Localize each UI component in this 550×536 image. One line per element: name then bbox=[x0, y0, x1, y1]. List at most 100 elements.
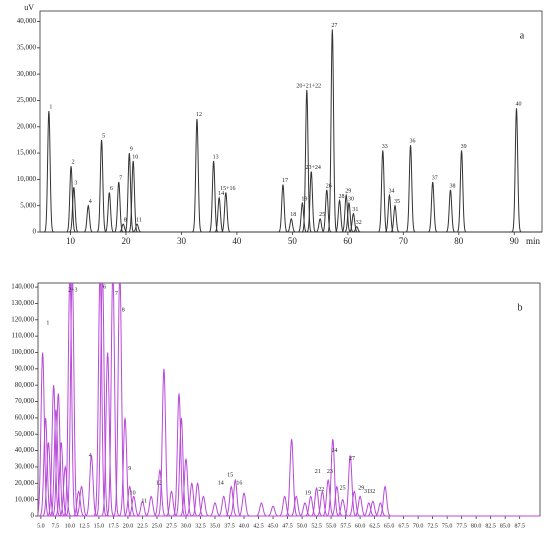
peak-label: 29 bbox=[358, 486, 364, 492]
peak bbox=[321, 189, 332, 233]
peak bbox=[132, 223, 142, 233]
peak-label: 22 bbox=[318, 487, 324, 493]
peak bbox=[153, 468, 167, 517]
peak bbox=[237, 492, 251, 517]
peak bbox=[172, 393, 186, 517]
peak bbox=[118, 417, 132, 517]
peak bbox=[343, 455, 357, 517]
peak bbox=[427, 181, 438, 233]
peak-label: 4 bbox=[89, 199, 92, 205]
y-tick-label: 20,000 bbox=[17, 122, 37, 130]
x-tick-label: 45.0 bbox=[268, 523, 279, 529]
peak bbox=[315, 490, 329, 517]
peak bbox=[351, 226, 362, 233]
x-tick-label: 72.5 bbox=[427, 523, 438, 529]
peak-label: 7 bbox=[115, 291, 118, 297]
peak bbox=[63, 283, 77, 517]
x-tick-label: 30.0 bbox=[181, 523, 192, 529]
x-tick-label: 32.5 bbox=[195, 523, 206, 529]
peak-label: 3 bbox=[74, 181, 77, 187]
trace bbox=[38, 283, 540, 517]
x-tick-label: 35.0 bbox=[210, 523, 221, 529]
peak bbox=[95, 283, 110, 517]
peak bbox=[301, 89, 312, 233]
peak-label: 21 bbox=[315, 469, 321, 475]
peak-label: 36 bbox=[410, 139, 416, 145]
x-tick-label: 82.5 bbox=[485, 523, 496, 529]
panel-label: b bbox=[518, 302, 523, 313]
peak-label: 9 bbox=[128, 466, 131, 472]
peak bbox=[38, 417, 53, 517]
x-tick-label: 67.5 bbox=[398, 523, 409, 529]
x-tick-label: 10.0 bbox=[65, 523, 76, 529]
x-tick-label: 40.0 bbox=[239, 523, 250, 529]
x-tick-label: 52.5 bbox=[311, 523, 322, 529]
peak-label: 10 bbox=[132, 154, 138, 160]
x-tick-label: 50.0 bbox=[297, 523, 308, 529]
y-tick-label: 0 bbox=[33, 228, 37, 236]
peak bbox=[113, 181, 124, 233]
peak bbox=[304, 495, 318, 517]
x-tick-label: 80 bbox=[454, 236, 464, 246]
y-tick-label: 90,000 bbox=[15, 364, 35, 372]
peak bbox=[101, 352, 115, 517]
peak-label: 27 bbox=[349, 456, 355, 462]
peak bbox=[104, 192, 115, 233]
y-tick-label: 5,000 bbox=[20, 201, 36, 209]
x-tick-label: 27.5 bbox=[166, 523, 177, 529]
peak bbox=[456, 150, 467, 233]
peak bbox=[179, 458, 193, 517]
x-tick-label: 50 bbox=[288, 236, 298, 246]
peak bbox=[54, 442, 68, 517]
x-tick-label: 70.0 bbox=[413, 523, 424, 529]
y-tick-label: 110,000 bbox=[12, 332, 35, 340]
peak bbox=[405, 145, 416, 233]
peak-label: 31 bbox=[364, 489, 370, 495]
peak bbox=[266, 505, 280, 517]
peak bbox=[96, 139, 107, 233]
peak bbox=[192, 118, 202, 233]
peak bbox=[511, 108, 522, 233]
peak bbox=[128, 160, 139, 233]
y-tick-label: 35,000 bbox=[17, 43, 37, 51]
peak-label: 20+21+22 bbox=[296, 83, 321, 89]
x-tick-label: 85.0 bbox=[500, 523, 511, 529]
peak-label: 12 bbox=[156, 481, 162, 487]
peak bbox=[51, 393, 65, 517]
peak-label: 4 bbox=[89, 453, 92, 459]
peak bbox=[326, 439, 340, 517]
x-tick-label: 12.5 bbox=[79, 523, 90, 529]
peak bbox=[278, 495, 292, 517]
peak bbox=[58, 465, 72, 517]
peak bbox=[366, 500, 380, 517]
x-tick-label: 15.0 bbox=[94, 523, 105, 529]
peak bbox=[196, 495, 210, 517]
x-tick-label: 5.0 bbox=[37, 523, 45, 529]
peak-label: 25 bbox=[319, 212, 325, 218]
trace bbox=[40, 29, 542, 233]
peak bbox=[217, 495, 231, 517]
peak bbox=[347, 490, 361, 517]
peak bbox=[84, 455, 98, 517]
peak-label: 16 bbox=[236, 481, 242, 487]
x-tick-label: 30 bbox=[177, 236, 187, 246]
x-tick-label: 87.5 bbox=[514, 523, 525, 529]
peak-label: 32 bbox=[369, 489, 375, 495]
peak bbox=[341, 193, 352, 233]
peak-label: 7 bbox=[119, 175, 122, 181]
peak bbox=[157, 368, 171, 517]
peak-label: 11 bbox=[141, 499, 147, 505]
peak-label: 33 bbox=[382, 144, 388, 150]
peak bbox=[373, 502, 387, 517]
peak bbox=[377, 150, 388, 233]
x-tick-label: 65.0 bbox=[384, 523, 395, 529]
peak-label: 6 bbox=[110, 186, 113, 192]
peak-label: 19 bbox=[305, 490, 311, 496]
peak bbox=[113, 283, 127, 517]
peak-label: 13 bbox=[213, 154, 219, 160]
peak-label: 1 bbox=[46, 320, 49, 326]
peak bbox=[208, 502, 222, 517]
x-tick-label: 22.5 bbox=[137, 523, 148, 529]
x-tick-label: 17.5 bbox=[108, 523, 119, 529]
